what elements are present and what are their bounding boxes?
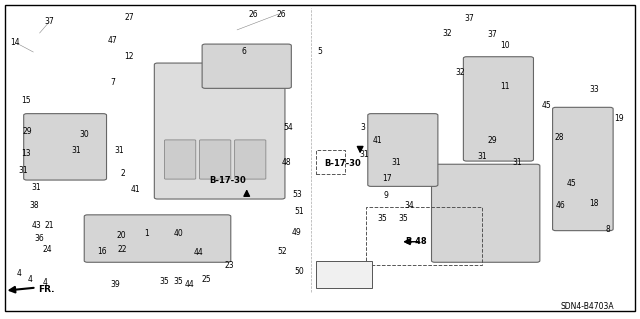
- Text: 34: 34: [404, 201, 414, 210]
- FancyBboxPatch shape: [164, 140, 196, 179]
- Text: 37: 37: [465, 14, 475, 23]
- Text: 13: 13: [20, 149, 31, 158]
- Text: 17: 17: [382, 174, 392, 183]
- Text: 9: 9: [383, 191, 388, 200]
- Text: 49: 49: [292, 228, 301, 237]
- FancyBboxPatch shape: [316, 261, 372, 287]
- Text: 31: 31: [19, 166, 29, 175]
- Text: 36: 36: [35, 234, 45, 243]
- Text: 31: 31: [477, 152, 487, 161]
- Text: 25: 25: [202, 275, 211, 284]
- Text: 41: 41: [131, 185, 140, 194]
- Text: 37: 37: [487, 30, 497, 39]
- Text: 7: 7: [111, 78, 115, 86]
- FancyBboxPatch shape: [154, 63, 285, 199]
- Text: 2: 2: [120, 169, 125, 178]
- FancyBboxPatch shape: [235, 140, 266, 179]
- Text: 30: 30: [79, 130, 89, 139]
- Text: 27: 27: [124, 13, 134, 22]
- Text: 48: 48: [282, 158, 292, 167]
- Text: 38: 38: [29, 201, 39, 210]
- FancyBboxPatch shape: [202, 44, 291, 88]
- Text: 54: 54: [284, 123, 293, 132]
- Text: 11: 11: [500, 82, 509, 91]
- Text: 26: 26: [277, 10, 287, 19]
- Text: 47: 47: [108, 36, 118, 45]
- Text: 21: 21: [44, 221, 54, 230]
- Text: 31: 31: [72, 145, 81, 154]
- Text: 35: 35: [378, 213, 387, 222]
- Text: 6: 6: [241, 48, 246, 56]
- Text: B-48: B-48: [404, 237, 426, 246]
- Text: 31: 31: [392, 158, 401, 167]
- Text: 20: 20: [116, 231, 126, 240]
- Text: FR.: FR.: [38, 285, 55, 294]
- Text: 29: 29: [487, 136, 497, 145]
- Text: 29: 29: [22, 127, 32, 136]
- Text: 45: 45: [541, 101, 551, 110]
- Text: 14: 14: [11, 38, 20, 47]
- Text: 32: 32: [443, 28, 452, 38]
- Text: 22: 22: [118, 245, 127, 254]
- Text: 35: 35: [159, 277, 169, 286]
- Text: 43: 43: [31, 221, 42, 230]
- Text: 31: 31: [513, 158, 522, 167]
- Text: 35: 35: [398, 213, 408, 222]
- Text: 18: 18: [589, 199, 599, 208]
- Text: 51: 51: [294, 207, 304, 216]
- Text: 40: 40: [173, 229, 184, 238]
- Text: 16: 16: [97, 247, 107, 256]
- Text: 45: 45: [567, 179, 577, 188]
- Text: 8: 8: [605, 225, 611, 234]
- Text: 37: 37: [44, 18, 54, 26]
- Text: SDN4-B4703A: SDN4-B4703A: [561, 302, 614, 311]
- FancyBboxPatch shape: [84, 215, 231, 262]
- Text: 31: 31: [360, 150, 369, 159]
- Text: 44: 44: [184, 280, 195, 289]
- Text: 5: 5: [317, 48, 323, 56]
- Text: 12: 12: [124, 52, 134, 61]
- Text: 39: 39: [110, 280, 120, 289]
- Text: B-17-30: B-17-30: [324, 159, 361, 168]
- Text: 19: 19: [614, 114, 624, 123]
- Text: 26: 26: [248, 10, 258, 19]
- Text: 31: 31: [31, 183, 41, 192]
- Text: 4: 4: [42, 278, 47, 287]
- Text: 4: 4: [28, 275, 33, 284]
- Text: 46: 46: [556, 201, 566, 210]
- Text: 53: 53: [293, 190, 303, 199]
- FancyBboxPatch shape: [200, 140, 231, 179]
- Text: 24: 24: [42, 245, 52, 254]
- Text: 35: 35: [173, 277, 184, 286]
- FancyBboxPatch shape: [368, 114, 438, 186]
- FancyBboxPatch shape: [4, 4, 636, 311]
- Text: 41: 41: [372, 136, 382, 145]
- Text: 32: 32: [456, 68, 465, 77]
- Text: 23: 23: [225, 261, 234, 270]
- Text: 1: 1: [144, 229, 149, 238]
- FancyBboxPatch shape: [24, 114, 106, 180]
- Text: 15: 15: [20, 97, 31, 106]
- FancyBboxPatch shape: [463, 57, 534, 161]
- Text: 50: 50: [294, 267, 304, 276]
- Text: 33: 33: [589, 85, 599, 94]
- FancyBboxPatch shape: [552, 107, 613, 231]
- Text: B-17-30: B-17-30: [209, 175, 246, 185]
- FancyBboxPatch shape: [431, 164, 540, 262]
- Text: 4: 4: [17, 269, 22, 278]
- Text: 28: 28: [555, 133, 564, 142]
- Text: 31: 31: [115, 145, 124, 154]
- Text: 10: 10: [500, 41, 509, 50]
- Text: 52: 52: [277, 247, 287, 256]
- Text: 44: 44: [194, 248, 204, 257]
- Text: 3: 3: [361, 123, 366, 132]
